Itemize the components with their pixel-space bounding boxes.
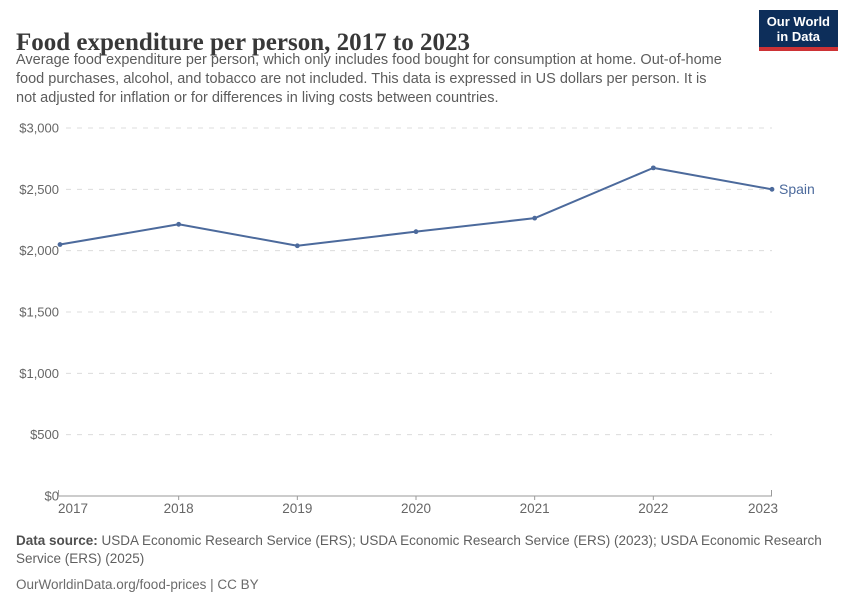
data-point xyxy=(769,186,775,192)
y-tick-label: $2,000 xyxy=(19,243,59,258)
subtitle-line: food purchases, alcohol, and tobacco are… xyxy=(16,71,707,87)
chart-footer: Data source: USDA Economic Research Serv… xyxy=(16,532,834,594)
x-tick-label: 2022 xyxy=(638,501,668,516)
x-tick-label: 2021 xyxy=(520,501,550,516)
x-tick-label: 2023 xyxy=(748,501,778,516)
y-tick-label: $2,500 xyxy=(19,182,59,197)
x-tick-label: 2019 xyxy=(282,501,312,516)
series-line-spain xyxy=(59,166,773,247)
x-tick-label: 2017 xyxy=(58,501,88,516)
subtitle-line: not adjusted for inflation or for differ… xyxy=(16,90,499,106)
y-tick-label: $0 xyxy=(45,489,59,504)
data-point xyxy=(532,215,538,221)
x-tick-label: 2020 xyxy=(401,501,431,516)
data-point xyxy=(176,221,182,227)
page-title: Food expenditure per person, 2017 to 202… xyxy=(16,28,470,56)
y-tick-label: $500 xyxy=(30,427,59,442)
data-point xyxy=(650,165,656,171)
owid-logo-line1: Our World xyxy=(766,14,830,29)
data-point xyxy=(294,243,300,249)
line-chart: $0 $500 $1,000 $1,500 $2,000 $2,500 $3,000 2017… xyxy=(19,121,815,517)
owid-logo-line2: in Data xyxy=(776,29,821,44)
data-source-line: Data source: USDA Economic Research Serv… xyxy=(16,532,834,550)
data-source-label: Data source: xyxy=(16,533,98,548)
subtitle-line: Average food expenditure per person, whi… xyxy=(16,52,722,68)
y-tick-label: $1,000 xyxy=(19,366,59,381)
y-tick-label: $3,000 xyxy=(19,121,59,136)
owid-logo[interactable]: Our World in Data xyxy=(758,10,838,51)
data-point xyxy=(413,229,419,235)
data-source-text: USDA Economic Research Service (ERS); US… xyxy=(97,533,822,548)
data-source-line2: Service (ERS) (2025) xyxy=(16,551,145,566)
y-tick-label: $1,500 xyxy=(19,305,59,320)
x-tick-label: 2018 xyxy=(164,501,194,516)
data-point xyxy=(57,242,63,247)
entity-label: Spain xyxy=(779,181,815,197)
owid-link-license[interactable]: OurWorldinData.org/food-prices | CC BY xyxy=(16,577,259,592)
chart-subtitle: Average food expenditure per person, whi… xyxy=(16,51,722,108)
